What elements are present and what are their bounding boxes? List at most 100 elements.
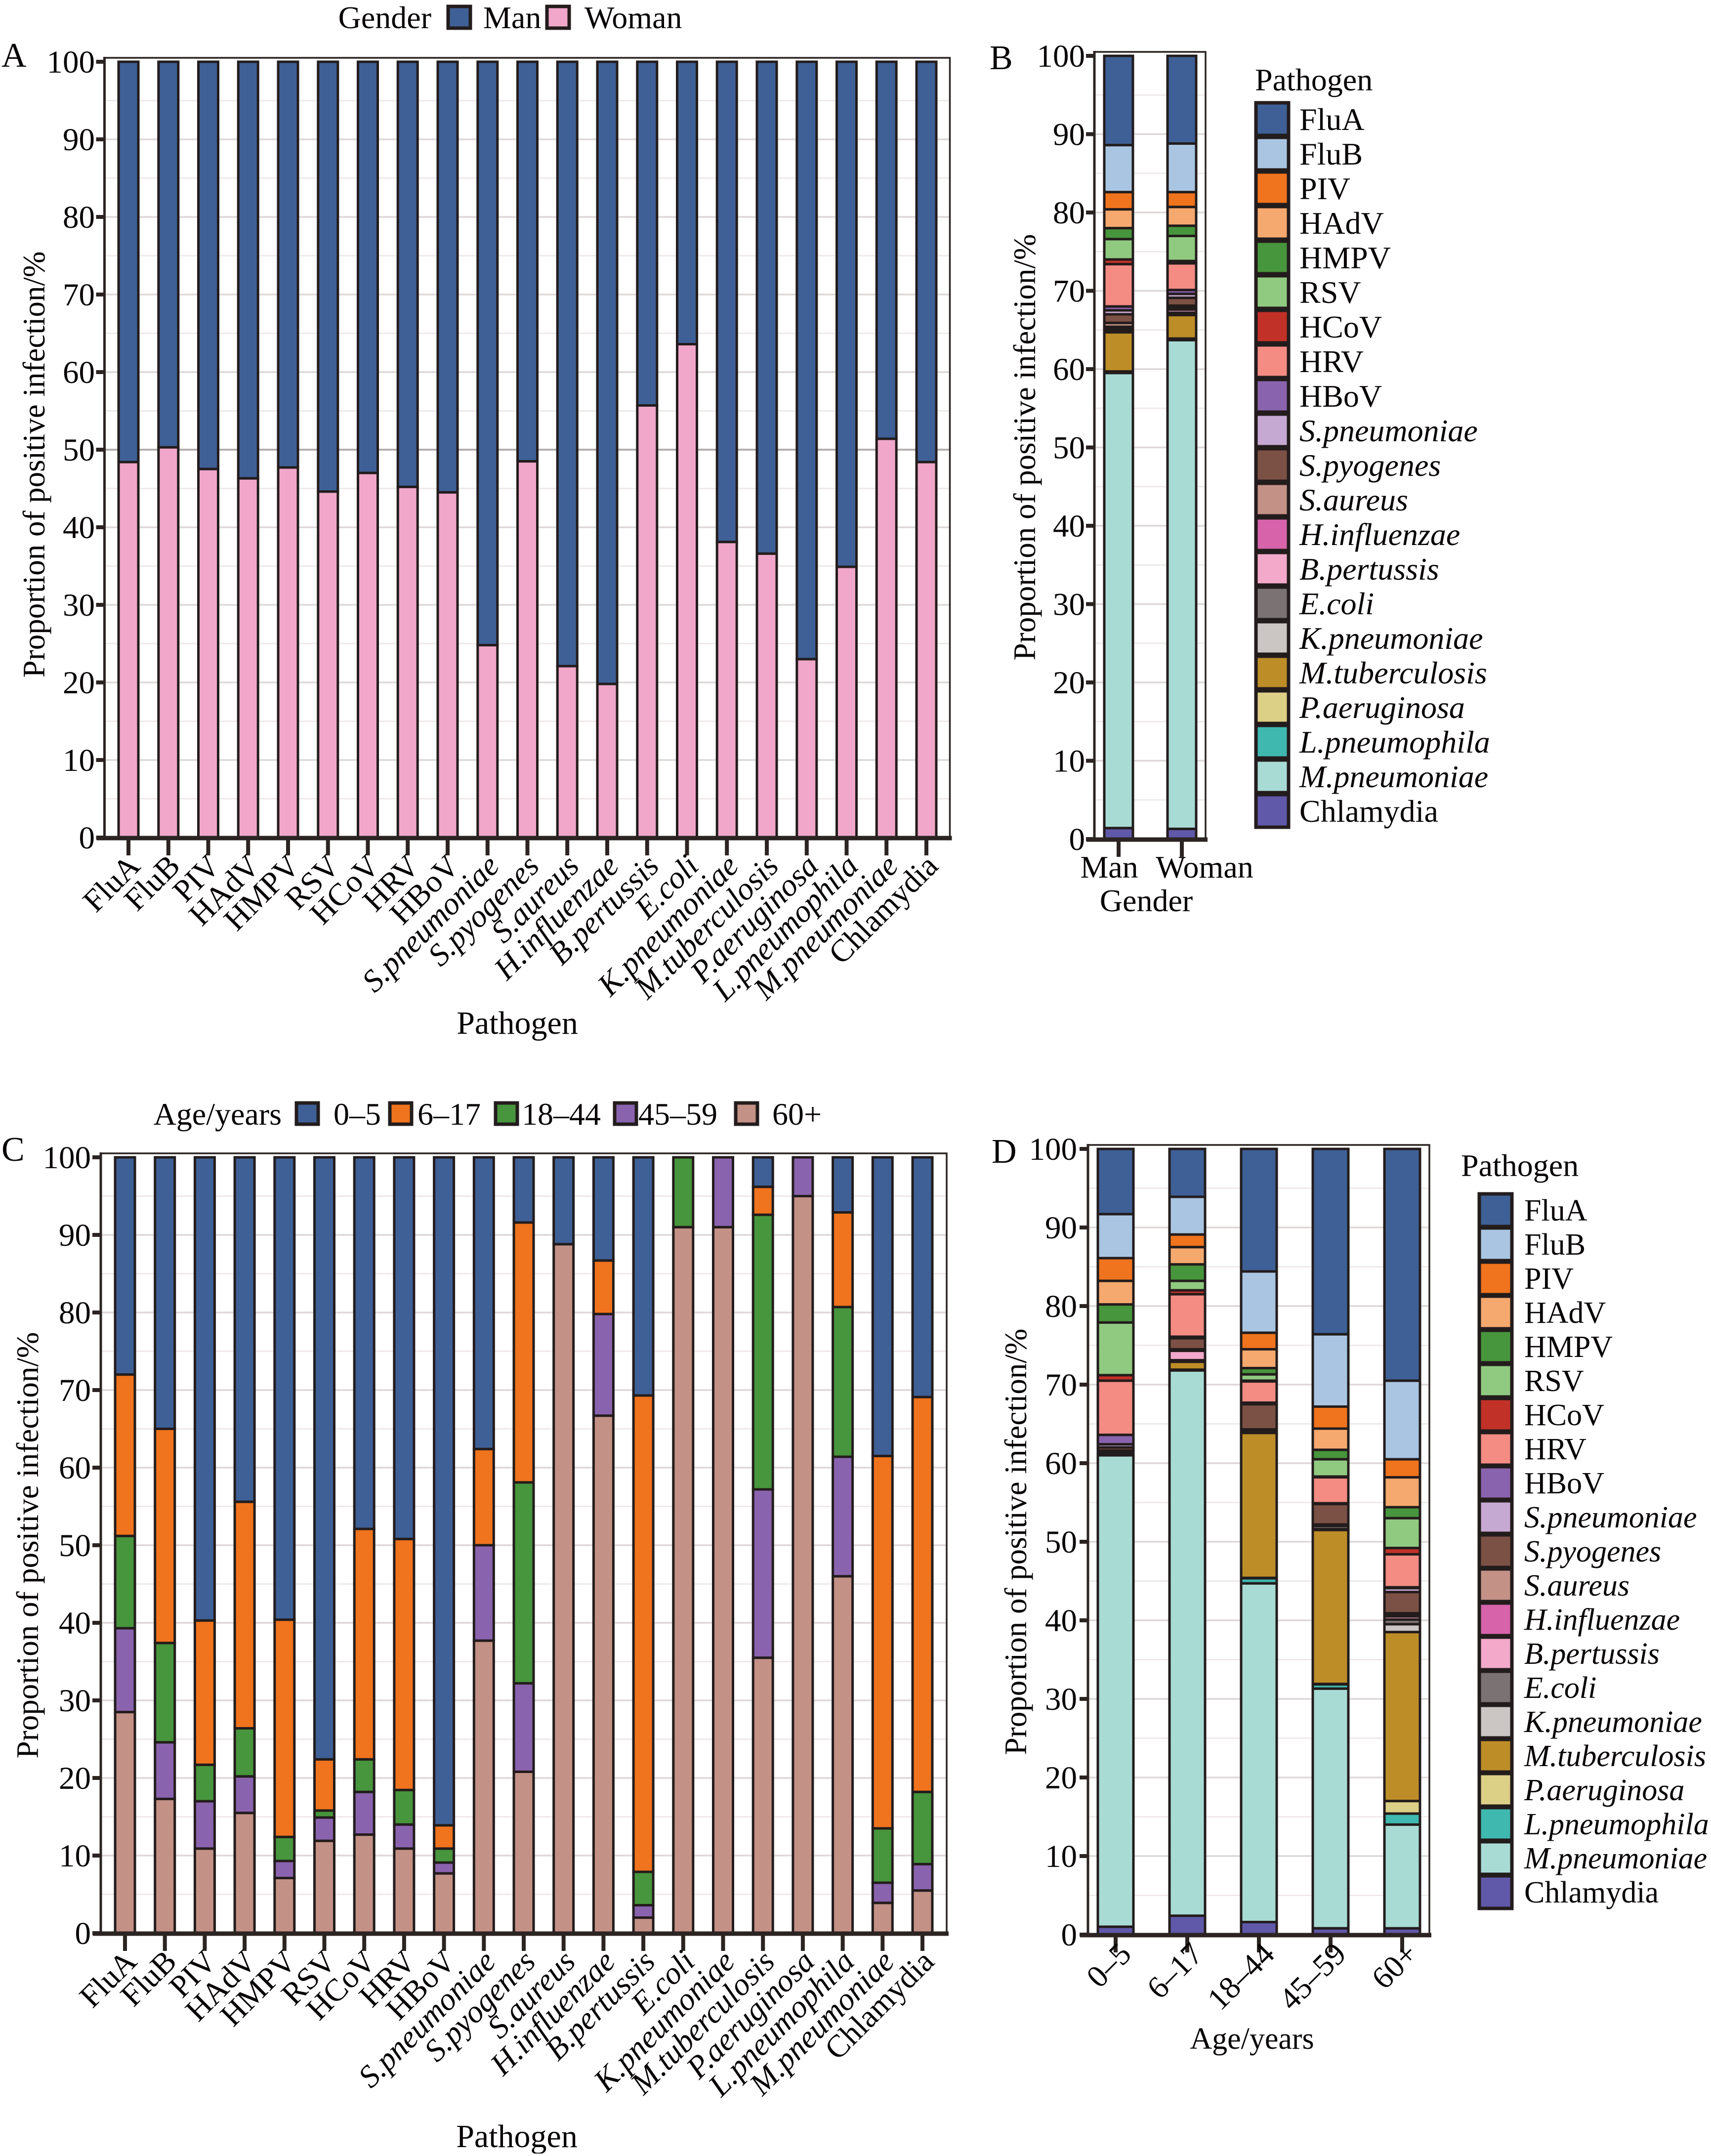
svg-text:Age/years: Age/years: [154, 1097, 282, 1132]
svg-text:P.aeruginosa: P.aeruginosa: [1524, 1774, 1684, 1807]
svg-text:S.pneumoniae: S.pneumoniae: [1524, 1501, 1697, 1534]
svg-text:S.aureus: S.aureus: [1524, 1569, 1629, 1603]
svg-text:FluB: FluB: [1524, 1228, 1586, 1262]
svg-text:HAdV: HAdV: [1524, 1296, 1606, 1330]
svg-text:H.influenzae: H.influenzae: [1299, 517, 1460, 552]
svg-text:60: 60: [63, 355, 95, 390]
svg-text:30: 30: [63, 588, 95, 623]
svg-text:40: 40: [1053, 508, 1085, 544]
svg-text:PIV: PIV: [1299, 171, 1350, 206]
svg-text:100: 100: [47, 44, 95, 80]
svg-text:HAdV: HAdV: [1299, 206, 1384, 241]
svg-text:Woman: Woman: [1156, 849, 1253, 885]
svg-text:B.pertussis: B.pertussis: [1299, 551, 1439, 587]
svg-text:0: 0: [75, 1916, 91, 1951]
svg-text:50: 50: [1045, 1524, 1077, 1560]
svg-text:70: 70: [63, 277, 95, 313]
svg-text:30: 30: [1053, 587, 1085, 623]
svg-text:Pathogen: Pathogen: [1461, 1148, 1579, 1183]
svg-text:Pathogen: Pathogen: [456, 2118, 578, 2154]
svg-text:100: 100: [1029, 1132, 1078, 1167]
svg-text:RSV: RSV: [1524, 1364, 1584, 1398]
svg-text:Chlamydia: Chlamydia: [1299, 794, 1438, 829]
svg-text:10: 10: [59, 1838, 91, 1874]
svg-text:S.aureus: S.aureus: [1299, 482, 1408, 517]
svg-text:K.pneumoniae: K.pneumoniae: [1524, 1705, 1702, 1739]
svg-text:80: 80: [63, 200, 95, 235]
svg-text:50: 50: [1053, 430, 1085, 466]
svg-text:0–5: 0–5: [334, 1097, 381, 1132]
svg-text:Chlamydia: Chlamydia: [1524, 1876, 1659, 1909]
svg-text:70: 70: [1053, 274, 1085, 309]
svg-text:20: 20: [1045, 1760, 1077, 1796]
svg-text:18–44: 18–44: [522, 1097, 601, 1132]
svg-text:90: 90: [1045, 1210, 1077, 1246]
svg-text:0: 0: [79, 820, 95, 856]
svg-text:45–59: 45–59: [638, 1097, 717, 1132]
svg-text:H.influenzae: H.influenzae: [1524, 1603, 1680, 1637]
svg-text:S.pneumoniae: S.pneumoniae: [1299, 413, 1478, 448]
svg-text:B: B: [990, 39, 1013, 77]
svg-text:70: 70: [59, 1373, 91, 1408]
svg-text:HMPV: HMPV: [1299, 240, 1391, 275]
svg-text:80: 80: [1053, 195, 1085, 231]
svg-text:HCoV: HCoV: [1299, 309, 1382, 344]
svg-text:70: 70: [1045, 1367, 1077, 1403]
svg-text:Woman: Woman: [584, 0, 682, 35]
svg-text:HRV: HRV: [1299, 344, 1364, 379]
svg-text:D: D: [992, 1133, 1017, 1171]
svg-text:B.pertussis: B.pertussis: [1524, 1637, 1660, 1671]
svg-text:FluA: FluA: [1299, 102, 1365, 137]
svg-text:30: 30: [1045, 1682, 1077, 1717]
svg-text:Gender: Gender: [338, 0, 431, 35]
svg-text:100: 100: [1037, 39, 1085, 74]
svg-text:10: 10: [1045, 1839, 1077, 1874]
svg-text:Man: Man: [483, 0, 541, 35]
svg-text:20: 20: [59, 1761, 91, 1796]
svg-text:Proportion of positive infecti: Proportion of positive infection/%: [17, 252, 51, 678]
svg-text:50: 50: [63, 432, 95, 468]
svg-text:Gender: Gender: [1100, 883, 1193, 918]
svg-text:FluA: FluA: [1524, 1194, 1587, 1227]
svg-text:HCoV: HCoV: [1524, 1398, 1604, 1432]
svg-text:40: 40: [63, 510, 95, 546]
svg-text:30: 30: [59, 1683, 91, 1719]
svg-text:60+: 60+: [772, 1097, 822, 1132]
svg-text:L.pneumophila: L.pneumophila: [1299, 724, 1490, 760]
svg-text:S.pyogenes: S.pyogenes: [1299, 448, 1441, 483]
svg-text:M.tuberculosis: M.tuberculosis: [1299, 655, 1487, 690]
svg-text:L.pneumophila: L.pneumophila: [1524, 1808, 1709, 1841]
svg-text:Proportion of positive infecti: Proportion of positive infection/%: [1007, 234, 1042, 661]
svg-text:6–17: 6–17: [417, 1097, 481, 1132]
svg-text:0: 0: [1061, 1917, 1078, 1953]
svg-text:P.aeruginosa: P.aeruginosa: [1299, 690, 1465, 725]
svg-text:0: 0: [1069, 822, 1085, 857]
svg-text:Pathogen: Pathogen: [1255, 62, 1373, 97]
svg-text:90: 90: [59, 1218, 91, 1253]
svg-text:K.pneumoniae: K.pneumoniae: [1299, 621, 1483, 656]
svg-text:60: 60: [1045, 1446, 1077, 1481]
svg-text:50: 50: [59, 1528, 91, 1564]
svg-text:FluB: FluB: [1299, 136, 1363, 171]
svg-text:40: 40: [59, 1606, 91, 1641]
svg-text:Proportion of positive infecti: Proportion of positive infection/%: [10, 1332, 45, 1759]
svg-text:M.pneumoniae: M.pneumoniae: [1299, 759, 1488, 794]
svg-text:10: 10: [63, 743, 95, 778]
svg-text:Pathogen: Pathogen: [457, 1005, 578, 1041]
svg-text:HRV: HRV: [1524, 1433, 1586, 1466]
svg-text:Age/years: Age/years: [1190, 2022, 1314, 2056]
svg-text:HBoV: HBoV: [1524, 1467, 1604, 1500]
svg-text:20: 20: [63, 665, 95, 701]
svg-text:20: 20: [1053, 665, 1085, 701]
svg-text:M.tuberculosis: M.tuberculosis: [1524, 1739, 1706, 1773]
svg-text:RSV: RSV: [1299, 275, 1361, 310]
svg-text:100: 100: [43, 1140, 91, 1176]
svg-text:80: 80: [59, 1295, 91, 1331]
svg-text:HMPV: HMPV: [1524, 1330, 1613, 1364]
svg-text:90: 90: [63, 122, 95, 158]
svg-text:80: 80: [1045, 1289, 1077, 1324]
svg-text:40: 40: [1045, 1603, 1077, 1639]
svg-text:S.pyogenes: S.pyogenes: [1524, 1535, 1661, 1568]
svg-text:M.pneumoniae: M.pneumoniae: [1524, 1842, 1707, 1875]
svg-text:10: 10: [1053, 744, 1085, 779]
